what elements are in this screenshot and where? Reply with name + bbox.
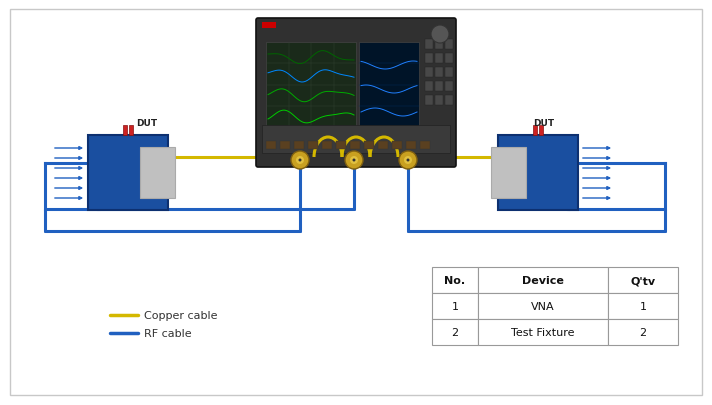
Text: Copper cable: Copper cable: [144, 310, 217, 320]
Circle shape: [291, 151, 309, 170]
Circle shape: [431, 26, 449, 44]
Bar: [608, 267, 678, 293]
Text: Test Fixture: Test Fixture: [511, 327, 575, 337]
Bar: [359, 43, 419, 128]
Circle shape: [399, 151, 417, 170]
Bar: [129, 126, 133, 136]
Bar: [432, 319, 478, 345]
Text: Q'tv: Q'tv: [630, 275, 656, 285]
Bar: [266, 43, 356, 128]
Bar: [425, 54, 433, 64]
FancyBboxPatch shape: [256, 19, 456, 168]
Bar: [266, 142, 276, 149]
Bar: [478, 293, 608, 319]
Bar: [445, 68, 453, 78]
Text: RF cable: RF cable: [144, 328, 192, 338]
Bar: [445, 82, 453, 92]
Circle shape: [296, 157, 304, 164]
Bar: [491, 148, 526, 198]
Bar: [435, 68, 443, 78]
Bar: [425, 82, 433, 92]
Text: 1: 1: [451, 301, 459, 311]
Bar: [608, 293, 678, 319]
Bar: [608, 319, 678, 345]
Bar: [435, 40, 443, 50]
Bar: [478, 267, 608, 293]
Bar: [425, 40, 433, 50]
Bar: [445, 54, 453, 64]
Circle shape: [298, 159, 301, 162]
Bar: [123, 126, 127, 136]
Circle shape: [345, 151, 363, 170]
Bar: [140, 148, 175, 198]
Bar: [445, 40, 453, 50]
Bar: [364, 142, 374, 149]
Bar: [350, 142, 360, 149]
Bar: [262, 126, 450, 153]
Text: Device: Device: [522, 275, 564, 285]
Bar: [406, 142, 416, 149]
Text: 2: 2: [451, 327, 459, 337]
Bar: [322, 142, 332, 149]
Bar: [420, 142, 430, 149]
Bar: [539, 126, 543, 136]
Bar: [392, 142, 402, 149]
Text: DUT: DUT: [136, 119, 157, 128]
Bar: [432, 293, 478, 319]
Bar: [435, 54, 443, 64]
Bar: [435, 96, 443, 106]
Circle shape: [404, 157, 412, 164]
Bar: [262, 23, 276, 29]
Bar: [280, 142, 290, 149]
Circle shape: [407, 159, 409, 162]
Bar: [425, 68, 433, 78]
Text: 2: 2: [639, 327, 646, 337]
FancyBboxPatch shape: [88, 136, 168, 211]
Bar: [435, 82, 443, 92]
Bar: [533, 126, 537, 136]
Bar: [378, 142, 388, 149]
Bar: [478, 319, 608, 345]
Bar: [336, 142, 346, 149]
Circle shape: [350, 157, 358, 164]
Text: VNA: VNA: [531, 301, 555, 311]
Bar: [294, 142, 304, 149]
FancyBboxPatch shape: [498, 136, 578, 211]
Text: DUT: DUT: [533, 119, 554, 128]
Bar: [308, 142, 318, 149]
Text: No.: No.: [444, 275, 466, 285]
Bar: [432, 267, 478, 293]
Bar: [425, 96, 433, 106]
Circle shape: [352, 159, 355, 162]
Bar: [445, 96, 453, 106]
Text: 1: 1: [639, 301, 646, 311]
